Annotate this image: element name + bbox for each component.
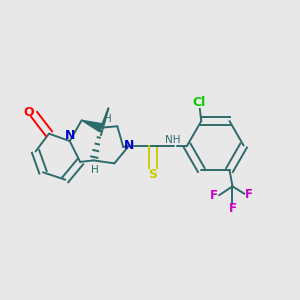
Text: H: H	[103, 114, 111, 124]
Text: F: F	[229, 202, 236, 215]
Text: N: N	[64, 129, 75, 142]
Polygon shape	[82, 120, 103, 132]
Text: F: F	[210, 189, 218, 203]
Text: H: H	[91, 165, 99, 175]
Text: O: O	[23, 106, 34, 119]
Text: F: F	[245, 188, 253, 201]
Text: N: N	[124, 139, 134, 152]
Text: S: S	[148, 168, 158, 181]
Text: Cl: Cl	[193, 96, 206, 109]
Text: NH: NH	[165, 135, 181, 145]
